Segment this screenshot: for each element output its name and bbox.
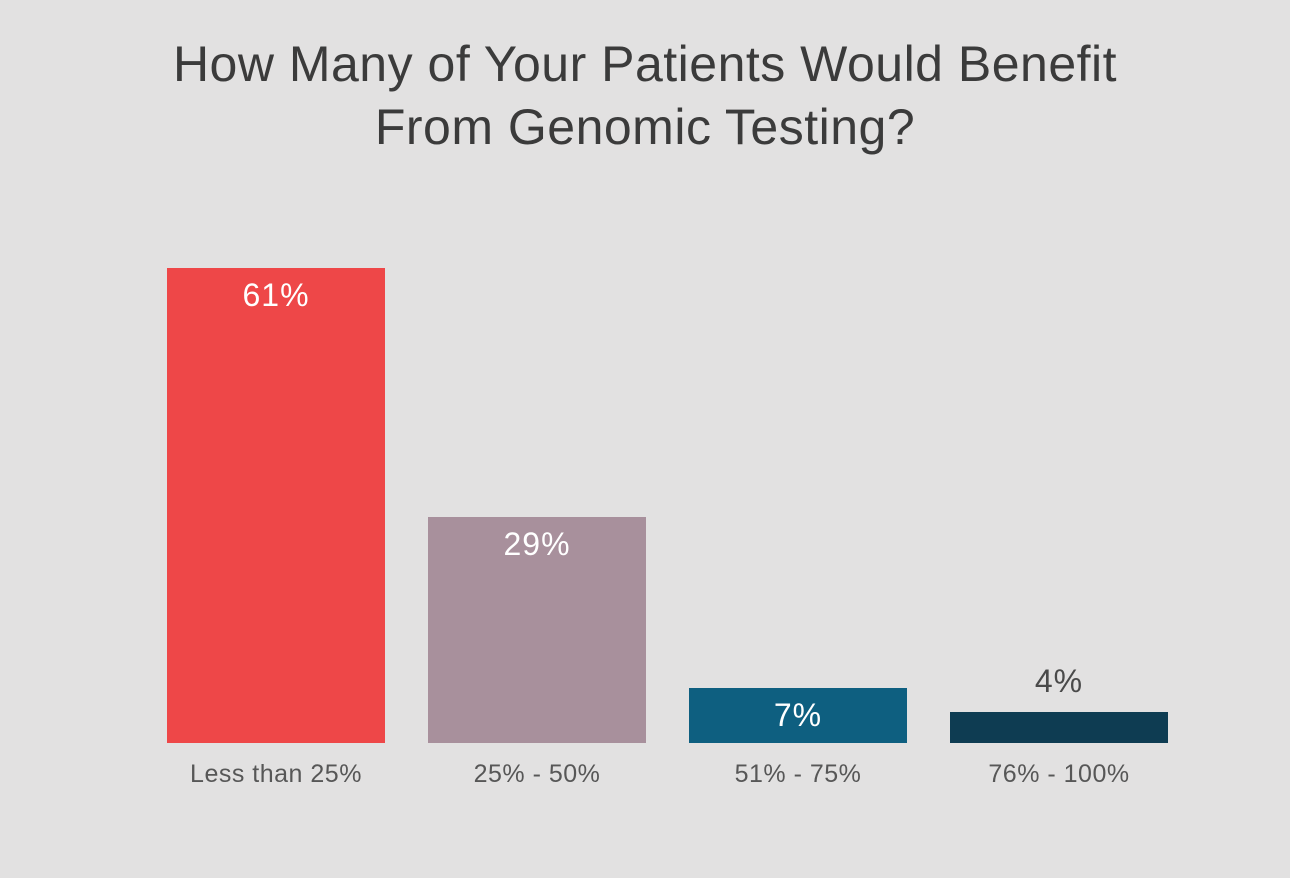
bar-column: 61% Less than 25% <box>167 268 385 788</box>
bar-column: 4% 76% - 100% <box>950 663 1168 788</box>
chart-title: How Many of Your Patients Would Benefit … <box>0 33 1290 159</box>
bar-value-label: 4% <box>1034 663 1084 699</box>
chart-title-line-2: From Genomic Testing? <box>374 99 916 155</box>
x-axis-label: 76% - 100% <box>988 760 1130 788</box>
bar <box>689 688 907 743</box>
bar-value-label: 7% <box>773 697 823 733</box>
bar <box>167 268 385 743</box>
bar-value-label: 61% <box>242 277 310 313</box>
bar-value-label: 29% <box>503 526 571 562</box>
x-axis-label: Less than 25% <box>190 760 362 788</box>
bar-chart: 61% Less than 25% 29% 25% - 50% 7% 51% - 75% 4… <box>167 268 1168 788</box>
bar <box>950 712 1168 743</box>
x-axis-label: 25% - 50% <box>473 760 601 788</box>
x-axis-label: 51% - 75% <box>734 760 862 788</box>
chart-title-line-1: How Many of Your Patients Would Benefit <box>172 36 1118 92</box>
bar-column: 29% 25% - 50% <box>428 517 646 788</box>
bar-column: 7% 51% - 75% <box>689 688 907 788</box>
bar <box>428 517 646 743</box>
